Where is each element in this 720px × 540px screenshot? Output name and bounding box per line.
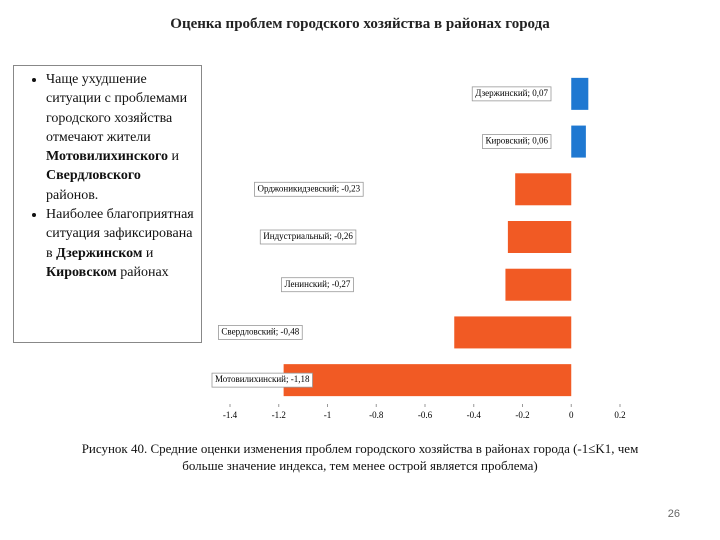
data-label: Орджоникидзевский; -0,23 (257, 183, 360, 193)
label-box (218, 325, 303, 340)
x-tick-label: 0.2 (614, 410, 625, 420)
label-box (482, 134, 552, 149)
data-label: Свердловский; -0,48 (221, 326, 299, 336)
bullet-text: Чаще ухудшение ситуации с проблемами гор… (46, 72, 188, 145)
label-box (281, 277, 354, 293)
caption: Рисунок 40. Средние оценки изменения про… (81, 441, 639, 473)
data-label: Мотовилихинский; -1,18 (215, 374, 310, 384)
bullet-text: Свердловского (46, 168, 141, 184)
x-tick-label: -0.6 (418, 410, 433, 420)
label-box (471, 86, 552, 102)
data-label: Ленинский; -0,27 (284, 279, 350, 289)
bullet: Чаще ухудшение ситуации с проблемами гор… (46, 70, 195, 205)
x-tick-label: 0 (569, 410, 574, 420)
x-tick-label: -0.2 (515, 410, 529, 420)
bullet-text: районах (116, 264, 169, 280)
bar (454, 316, 572, 349)
data-label: Дзержинский; 0,07 (475, 88, 548, 98)
bar (515, 173, 572, 206)
x-tick-label: -1.4 (223, 410, 238, 420)
bullet-text: Мотовилихинского (46, 149, 168, 165)
label-box (259, 229, 357, 245)
slide-title: Оценка проблем городского хозяйства в ра… (170, 16, 550, 32)
text-box: Чаще ухудшение ситуации с проблемами гор… (13, 65, 202, 343)
data-label: Кировский; 0,06 (485, 136, 548, 146)
bar (571, 125, 586, 158)
x-tick-label: -0.8 (369, 410, 384, 420)
bullet-list: Чаще ухудшение ситуации с проблемами гор… (20, 70, 195, 282)
x-tick-label: -0.4 (467, 410, 482, 420)
bullet-text: Дзержинском (56, 245, 143, 261)
bar (283, 364, 572, 397)
bullet: Наиболее благоприятная ситуация зафиксир… (46, 205, 195, 282)
bar (571, 77, 589, 110)
bullet-text: и (142, 245, 154, 261)
bullet-text: районов. (46, 187, 99, 203)
bullet-text: и (167, 149, 179, 165)
label-box (254, 181, 364, 197)
bar (507, 221, 572, 253)
data-label: Индустриальный; -0,26 (263, 231, 353, 241)
bar (505, 268, 572, 301)
chart: -1.4 -1.2 -1 -0.8 -0.6 -0.4 -0.2 0 0.2 Дзержински… (211, 77, 626, 420)
x-tick-label: -1.2 (272, 410, 286, 420)
x-tick-label: -1 (324, 410, 332, 420)
bullet-text: Наиболее благоприятная ситуация зафиксир… (46, 207, 194, 261)
label-box (211, 372, 313, 388)
bullet-text: Кировском (46, 264, 117, 280)
page-number: 26 (667, 508, 680, 520)
